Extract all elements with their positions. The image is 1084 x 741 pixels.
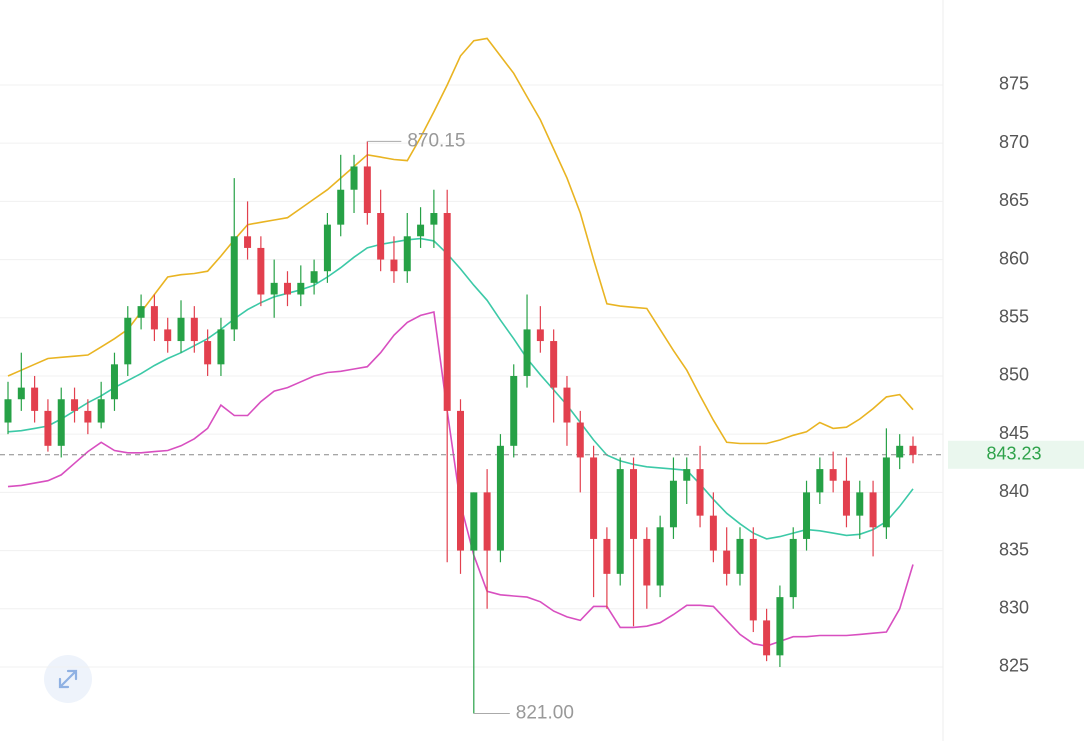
candle-body (164, 329, 172, 342)
candle-body (417, 224, 425, 237)
candle-body (803, 492, 811, 539)
y-tick-label: 865 (999, 190, 1029, 210)
candle-body (443, 213, 451, 411)
y-tick-label: 850 (999, 365, 1029, 385)
candle-body (896, 445, 904, 458)
candle-body (496, 445, 504, 551)
candle-body (763, 620, 771, 656)
candle-body (337, 189, 345, 225)
candle-body (576, 422, 584, 458)
y-tick-label: 845 (999, 423, 1029, 443)
candle-body (257, 247, 265, 295)
candle-body (177, 317, 185, 342)
y-tick-label: 835 (999, 539, 1029, 559)
candle-body (44, 410, 52, 446)
candle-body (17, 387, 25, 400)
candle-body (749, 538, 757, 621)
candle-body (217, 329, 225, 365)
y-tick-label: 825 (999, 656, 1029, 676)
candle-body (909, 445, 917, 455)
candle-body (776, 597, 784, 656)
y-tick-label: 860 (999, 248, 1029, 268)
candle-body (377, 213, 385, 260)
candle-body (616, 469, 624, 574)
candle-body (124, 317, 132, 365)
candle-body (842, 480, 850, 516)
candle-body (403, 236, 411, 272)
candle-body (297, 282, 305, 295)
candle-body (31, 387, 39, 411)
candle-body (523, 329, 531, 376)
candle-body (4, 399, 12, 423)
candle-body (323, 224, 331, 272)
candle-body (882, 457, 890, 528)
candle-body (536, 329, 544, 342)
candle-body (869, 492, 877, 528)
candle-body (816, 469, 824, 493)
candle-body (510, 375, 518, 446)
candle-body (669, 480, 677, 528)
y-tick-label: 875 (999, 74, 1029, 94)
candle-body (84, 410, 92, 423)
candle-body (363, 166, 371, 214)
candle-body (310, 271, 318, 283)
candle-body (709, 515, 717, 551)
band-line (7, 37, 914, 445)
band-line (7, 237, 914, 540)
candle-body (856, 492, 864, 516)
candle-body (563, 387, 571, 423)
low-marker-label: 821.00 (516, 703, 574, 724)
candle-body (190, 317, 198, 342)
candle-body (470, 492, 478, 551)
candle-body (483, 492, 491, 551)
candle-body (643, 538, 651, 586)
candle-body (457, 410, 464, 551)
candle-body (204, 341, 212, 365)
y-tick-label: 830 (999, 598, 1029, 618)
candle-body (57, 399, 65, 446)
candle-body (270, 282, 278, 295)
candle-body (736, 538, 744, 574)
candle-body (137, 306, 145, 318)
candle-body (723, 550, 731, 574)
last-price-badge (948, 440, 1084, 469)
candle-body (71, 399, 79, 411)
candle-body (350, 166, 358, 190)
candle-body (829, 469, 837, 481)
y-tick-label: 870 (999, 132, 1029, 152)
candle-body (603, 538, 611, 574)
candle-body (430, 213, 438, 225)
expand-icon[interactable] (58, 669, 78, 689)
candle-body (630, 469, 638, 539)
expand-button[interactable] (44, 655, 92, 703)
candle-body (696, 469, 704, 516)
candle-body (230, 236, 238, 330)
candle-body (683, 469, 691, 481)
candle-body (789, 538, 797, 598)
candle-body (110, 364, 118, 400)
y-tick-label: 855 (999, 307, 1029, 327)
candle-body (97, 399, 105, 423)
candle-body (390, 259, 398, 272)
candle-body (244, 236, 252, 248)
high-marker-label: 870.15 (407, 130, 465, 151)
candle-body (590, 457, 598, 539)
y-tick-label: 840 (999, 481, 1029, 501)
last-price-label: 843.23 (986, 444, 1041, 464)
candle-body (656, 527, 664, 586)
candle-body (283, 282, 291, 295)
candle-body (550, 341, 558, 388)
candle-body (150, 306, 158, 330)
